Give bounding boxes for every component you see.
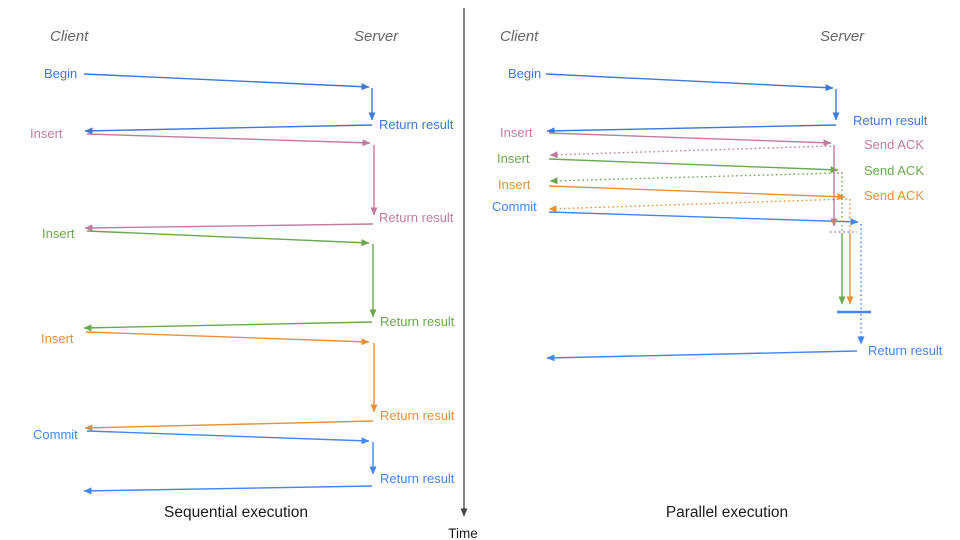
message-label-parallel-7: Send ACK — [864, 188, 924, 203]
message-label-parallel-5: Send ACK — [864, 163, 924, 178]
message-line-parallel-4 — [549, 145, 832, 159]
message-line-sequential-12 — [86, 430, 370, 445]
message-label-sequential-6: Insert — [41, 331, 74, 346]
message-label-sequential-4: Insert — [42, 226, 75, 241]
time-axis-label: Time — [448, 526, 478, 540]
message-label-sequential-8: Commit — [33, 427, 78, 442]
message-lines-layer — [83, 8, 871, 517]
sequential-client-header: Client — [50, 28, 89, 45]
parallel-client-header: Client — [500, 28, 539, 45]
message-label-sequential-2: Insert — [30, 126, 63, 141]
message-line-parallel-2 — [546, 124, 837, 135]
message-line-sequential-3 — [86, 133, 371, 147]
message-label-parallel-2: Insert — [500, 125, 533, 140]
sequential-server-header: Server — [354, 28, 399, 45]
message-line-sequential-8 — [83, 321, 373, 332]
message-line-sequential-14 — [83, 485, 373, 495]
message-line-sequential-0 — [83, 73, 370, 91]
message-label-sequential-7: Return result — [380, 408, 455, 423]
parallel-server-header: Server — [820, 28, 865, 45]
message-label-parallel-4: Insert — [497, 151, 530, 166]
parallel-title: Parallel execution — [666, 504, 788, 521]
message-line-sequential-2 — [84, 124, 373, 135]
message-label-sequential-3: Return result — [379, 210, 454, 225]
message-label-sequential-1: Return result — [379, 117, 454, 132]
message-label-sequential-9: Return result — [380, 471, 455, 486]
message-label-parallel-1: Return result — [853, 113, 928, 128]
message-line-sequential-5 — [84, 223, 374, 232]
labels-layer: Time Client Server Begin Return result Insert… — [30, 28, 943, 540]
message-line-parallel-7 — [548, 185, 846, 201]
message-line-parallel-9 — [548, 211, 859, 226]
message-label-sequential-0: Begin — [44, 66, 77, 81]
message-line-parallel-5 — [548, 158, 839, 174]
message-label-parallel-6: Insert — [498, 177, 531, 192]
message-line-parallel-6 — [549, 172, 840, 185]
message-line-parallel-3 — [548, 132, 832, 147]
message-line-parallel-19 — [546, 350, 858, 362]
message-line-parallel-8 — [548, 198, 848, 213]
message-label-parallel-9: Return result — [868, 343, 943, 358]
message-label-parallel-3: Send ACK — [864, 137, 924, 152]
message-line-sequential-9 — [85, 331, 370, 346]
message-line-sequential-11 — [84, 420, 374, 432]
message-label-parallel-0: Begin — [508, 66, 541, 81]
sequential-title: Sequential execution — [164, 504, 308, 521]
message-label-parallel-8: Commit — [492, 199, 537, 214]
message-line-parallel-0 — [545, 73, 834, 92]
message-line-sequential-6 — [86, 230, 370, 247]
message-label-sequential-5: Return result — [380, 314, 455, 329]
